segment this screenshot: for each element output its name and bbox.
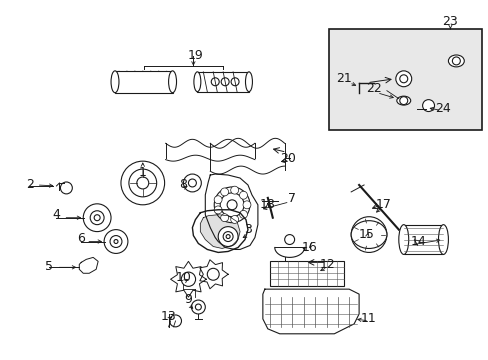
Circle shape (214, 196, 222, 204)
Polygon shape (170, 261, 206, 297)
Circle shape (358, 225, 378, 244)
Text: 24: 24 (435, 102, 450, 115)
Circle shape (220, 214, 228, 222)
Circle shape (61, 182, 72, 194)
Ellipse shape (438, 225, 447, 255)
Circle shape (114, 239, 118, 243)
Text: 15: 15 (358, 228, 374, 241)
Text: 18: 18 (259, 198, 275, 211)
Circle shape (195, 304, 201, 310)
Circle shape (230, 216, 238, 224)
Circle shape (243, 201, 250, 209)
Circle shape (137, 177, 148, 189)
Text: 23: 23 (442, 15, 457, 28)
Circle shape (221, 78, 229, 86)
Bar (197, 72, 248, 92)
Polygon shape (263, 289, 358, 334)
Text: 9: 9 (184, 293, 192, 306)
Circle shape (214, 206, 222, 214)
Circle shape (231, 78, 239, 86)
Text: 1: 1 (139, 166, 146, 179)
Circle shape (169, 315, 181, 327)
Ellipse shape (350, 221, 386, 248)
Circle shape (207, 268, 219, 280)
Circle shape (104, 230, 128, 253)
Circle shape (230, 186, 238, 194)
Circle shape (181, 272, 195, 286)
Circle shape (422, 100, 434, 112)
Circle shape (225, 235, 230, 239)
Circle shape (220, 188, 228, 196)
Circle shape (399, 75, 407, 83)
Text: 5: 5 (44, 260, 52, 273)
Circle shape (129, 169, 156, 197)
Text: 7: 7 (287, 192, 295, 205)
Text: 20: 20 (279, 152, 295, 165)
Text: 19: 19 (187, 49, 203, 63)
Circle shape (94, 215, 100, 221)
Circle shape (121, 161, 164, 205)
Text: 16: 16 (301, 241, 317, 254)
Circle shape (214, 187, 249, 223)
Circle shape (226, 200, 237, 210)
Polygon shape (200, 260, 228, 289)
Ellipse shape (245, 72, 252, 92)
Circle shape (218, 227, 238, 247)
Circle shape (188, 179, 196, 187)
Text: 22: 22 (366, 82, 381, 95)
Text: 11: 11 (361, 312, 376, 325)
Circle shape (399, 96, 407, 105)
Circle shape (239, 191, 247, 199)
Text: 10: 10 (175, 271, 191, 284)
Text: 12: 12 (319, 258, 335, 271)
Text: 8: 8 (179, 179, 187, 192)
Text: 6: 6 (77, 232, 85, 245)
Circle shape (451, 57, 459, 65)
Text: 2: 2 (26, 179, 34, 192)
Polygon shape (205, 174, 257, 249)
Text: 21: 21 (336, 72, 351, 85)
Polygon shape (192, 210, 247, 252)
Bar (269, 261, 344, 286)
Text: 3: 3 (244, 223, 251, 236)
Circle shape (239, 210, 247, 219)
Ellipse shape (194, 72, 201, 92)
Circle shape (83, 204, 111, 231)
Circle shape (395, 71, 411, 87)
Bar (403, 225, 443, 255)
Circle shape (284, 235, 294, 244)
Ellipse shape (111, 71, 119, 93)
Circle shape (350, 217, 386, 252)
Polygon shape (79, 257, 98, 273)
Text: 14: 14 (410, 235, 426, 248)
Circle shape (191, 300, 205, 314)
Circle shape (183, 174, 201, 192)
Circle shape (90, 211, 104, 225)
Ellipse shape (396, 96, 410, 105)
Bar (115, 71, 172, 93)
Ellipse shape (168, 71, 176, 93)
Bar (328, 29, 481, 130)
Circle shape (211, 78, 219, 86)
Ellipse shape (447, 55, 463, 67)
Text: 13: 13 (161, 310, 176, 323)
Circle shape (110, 235, 122, 247)
Circle shape (364, 230, 373, 239)
Text: 17: 17 (375, 198, 391, 211)
Polygon shape (200, 215, 240, 248)
Ellipse shape (398, 225, 408, 255)
Text: 4: 4 (52, 208, 61, 221)
Circle shape (223, 231, 233, 242)
Circle shape (220, 193, 244, 217)
